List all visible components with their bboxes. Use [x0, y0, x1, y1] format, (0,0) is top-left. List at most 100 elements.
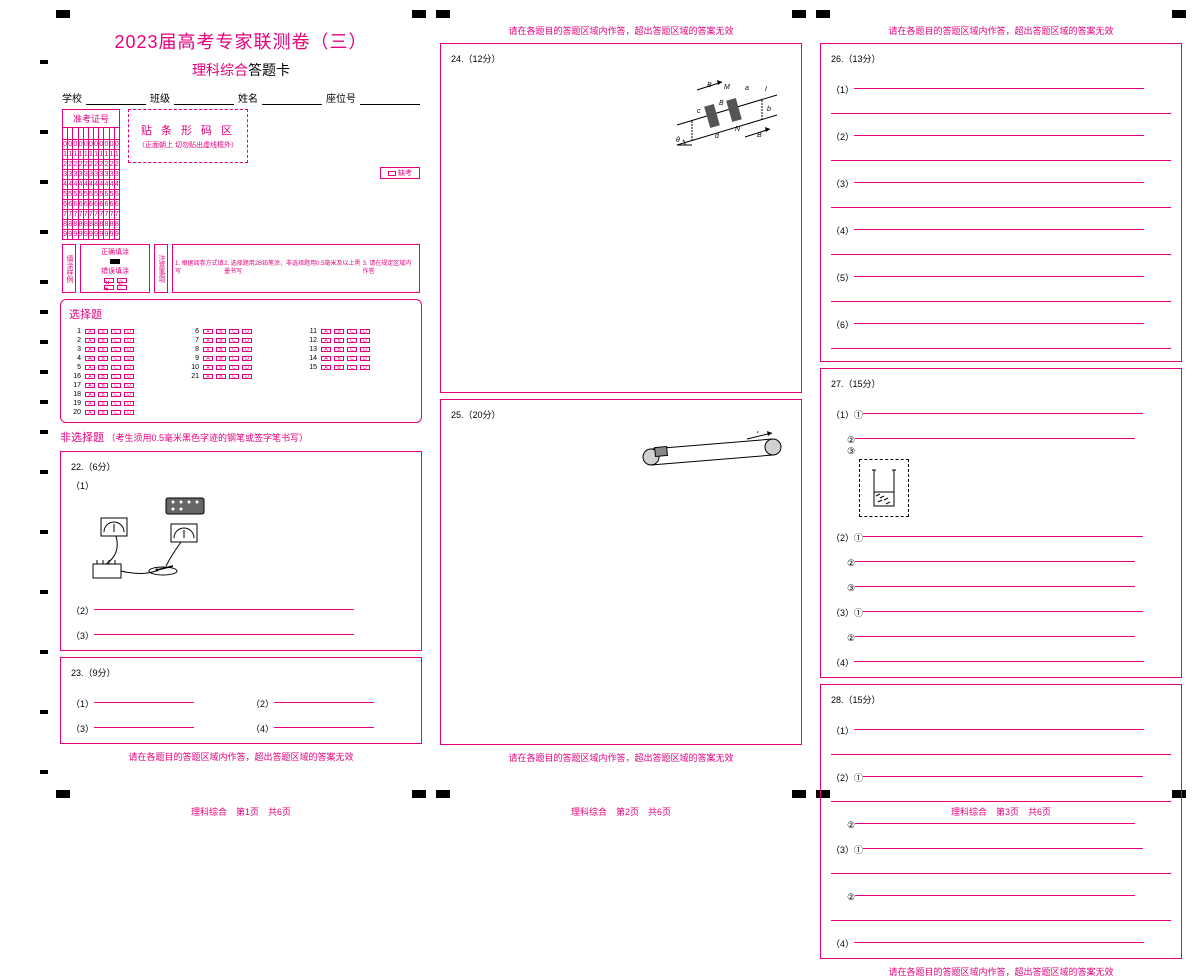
answer-line[interactable]: [854, 75, 1144, 89]
q28-title: 28.（15分）: [831, 693, 1171, 706]
q23-box[interactable]: 23.（9分） （1） （2） （3） （4）: [60, 657, 422, 744]
answer-line[interactable]: [94, 621, 354, 635]
q25-title: 25.（20分）: [451, 408, 791, 421]
answer-line[interactable]: [94, 714, 194, 728]
mcq-16[interactable]: 16ABCD: [69, 373, 177, 380]
absent-box[interactable]: 缺考: [380, 167, 420, 179]
answer-line[interactable]: [854, 716, 1144, 730]
answer-line[interactable]: [863, 400, 1143, 414]
q28-s4: （4）: [831, 937, 854, 950]
answer-line[interactable]: [854, 169, 1144, 183]
mcq-15[interactable]: 15ABCD: [305, 364, 413, 371]
q22-box[interactable]: 22.（6分） （1） （2） （3）: [60, 451, 422, 651]
answer-line[interactable]: [854, 216, 1144, 230]
answer-line[interactable]: [863, 598, 1143, 612]
align-mark: [56, 10, 70, 18]
attention-label: 注意事项: [154, 244, 168, 293]
answer-line[interactable]: [831, 788, 1171, 802]
mcq-5[interactable]: 5ABCD: [69, 364, 177, 371]
barcode-note: （正面朝上 切勿贴出虚线框外）: [138, 140, 238, 150]
fill-examples: 正确填涂 错误填涂 ✕⊘ ●○: [80, 244, 150, 293]
answer-line[interactable]: [94, 596, 354, 610]
mcq-13[interactable]: 13ABCD: [305, 346, 413, 353]
warning-text: 请在各题目的答题区域内作答，超出答题区域的答案无效: [436, 24, 806, 37]
q27-box[interactable]: 27.（15分） （1）① ② ③ （2）① ② ③ （3）① ② （4）: [820, 368, 1182, 678]
q22-title: 22.（6分）: [71, 460, 411, 473]
answer-line[interactable]: [855, 548, 1135, 562]
mcq-10[interactable]: 10ABCD: [187, 364, 295, 371]
answer-line[interactable]: [831, 860, 1171, 874]
q22-s3: （3）: [71, 629, 94, 642]
answer-line[interactable]: [831, 100, 1171, 114]
mcq-14[interactable]: 14ABCD: [305, 355, 413, 362]
physics-diagram-25-icon: F: [637, 431, 787, 471]
mcq-6[interactable]: 6ABCD: [187, 328, 295, 335]
q28-box[interactable]: 28.（15分） （1） （2）① ② （3）① ② （4）: [820, 684, 1182, 959]
mcq-3[interactable]: 3ABCD: [69, 346, 177, 353]
page-2: 请在各题目的答题区域内作答，超出答题区域的答案无效 24.（12分） B M a…: [436, 20, 806, 800]
mcq-7[interactable]: 7ABCD: [187, 337, 295, 344]
answer-line[interactable]: [863, 835, 1143, 849]
mcq-9[interactable]: 9ABCD: [187, 355, 295, 362]
answer-line[interactable]: [274, 689, 374, 703]
mcq-section: 选择题 1ABCD 6ABCD 11ABCD 2ABCD 7ABCD 12ABCD 3ABC…: [60, 299, 422, 423]
filled-icon: [110, 259, 120, 264]
answer-line[interactable]: [831, 288, 1171, 302]
answer-line[interactable]: [863, 763, 1143, 777]
label-school: 学校: [62, 90, 82, 105]
exam-id-grid[interactable]: 0000000000011111111111222222222223333333…: [62, 127, 120, 240]
answer-line[interactable]: [854, 929, 1144, 943]
answer-line[interactable]: [831, 741, 1171, 755]
beaker-box[interactable]: [859, 459, 909, 517]
svg-text:I: I: [765, 86, 767, 93]
mcq-17[interactable]: 17ABCD: [69, 382, 177, 389]
answer-line[interactable]: [831, 194, 1171, 208]
mcq-11[interactable]: 11ABCD: [305, 328, 413, 335]
field-class[interactable]: [174, 90, 234, 105]
answer-line[interactable]: [831, 335, 1171, 349]
svg-text:B: B: [757, 132, 762, 139]
q27-s2-c2: ②: [847, 558, 855, 569]
mcq-4[interactable]: 4ABCD: [69, 355, 177, 362]
field-seat[interactable]: [360, 90, 420, 105]
answer-line[interactable]: [854, 122, 1144, 136]
warning-text: 请在各题目的答题区域内作答，超出答题区域的答案无效: [816, 24, 1186, 37]
svg-text:F: F: [757, 431, 763, 435]
mcq-1[interactable]: 1ABCD: [69, 328, 177, 335]
q28-s1: （1）: [831, 724, 854, 737]
mcq-2[interactable]: 2ABCD: [69, 337, 177, 344]
answer-line[interactable]: [831, 147, 1171, 161]
mcq-19[interactable]: 19ABCD: [69, 400, 177, 407]
mcq-12[interactable]: 12ABCD: [305, 337, 413, 344]
label-class: 班级: [150, 90, 170, 105]
answer-line[interactable]: [854, 648, 1144, 662]
mcq-18[interactable]: 18ABCD: [69, 391, 177, 398]
mcq-21[interactable]: 21ABCD: [187, 373, 295, 380]
answer-line[interactable]: [855, 425, 1135, 439]
answer-line[interactable]: [831, 241, 1171, 255]
mcq-grid[interactable]: 1ABCD 6ABCD 11ABCD 2ABCD 7ABCD 12ABCD 3ABCD 8AB…: [69, 328, 413, 416]
mcq-title: 选择题: [69, 309, 102, 321]
answer-line[interactable]: [863, 523, 1143, 537]
answer-line[interactable]: [854, 263, 1144, 277]
answer-line[interactable]: [274, 714, 374, 728]
q24-box[interactable]: 24.（12分） B M a I c B b θ d N B: [440, 43, 802, 393]
answer-line[interactable]: [855, 623, 1135, 637]
barcode-area[interactable]: 贴 条 形 码 区 （正面朝上 切勿贴出虚线框外）: [128, 109, 248, 163]
q27-s3: （3）①: [831, 606, 863, 619]
field-name[interactable]: [262, 90, 322, 105]
answer-line[interactable]: [855, 882, 1135, 896]
mcq-8[interactable]: 8ABCD: [187, 346, 295, 353]
label-name: 姓名: [238, 90, 258, 105]
q26-box[interactable]: 26.（13分） （1）（2）（3）（4）（5）（6）: [820, 43, 1182, 362]
page-1: 2023届高考专家联测卷（三） 理科综合答题卡 学校 班级 姓名 座位号 准考证…: [56, 20, 426, 800]
beaker-icon: [870, 468, 898, 508]
answer-line[interactable]: [855, 573, 1135, 587]
answer-line[interactable]: [831, 907, 1171, 921]
field-school[interactable]: [86, 90, 146, 105]
answer-line[interactable]: [94, 689, 194, 703]
answer-line[interactable]: [854, 310, 1144, 324]
q25-box[interactable]: 25.（20分） F: [440, 399, 802, 745]
main-title: 2023届高考专家联测卷（三）: [56, 28, 426, 54]
mcq-20[interactable]: 20ABCD: [69, 409, 177, 416]
